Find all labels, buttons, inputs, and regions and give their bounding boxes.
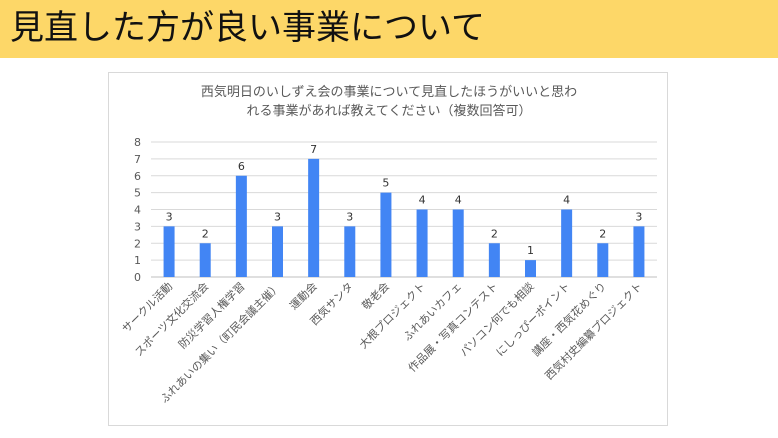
data-label: 3 xyxy=(274,210,281,223)
header-banner: 見直した方が良い事業について xyxy=(0,0,778,58)
data-label: 7 xyxy=(310,143,317,156)
data-label: 4 xyxy=(455,194,462,207)
bar[interactable] xyxy=(633,226,645,277)
data-label: 3 xyxy=(635,210,642,223)
data-label: 6 xyxy=(238,160,245,173)
bar[interactable] xyxy=(597,243,609,277)
bar[interactable] xyxy=(272,226,283,277)
y-tick-label: 2 xyxy=(134,237,141,250)
bar[interactable] xyxy=(452,209,464,278)
bar[interactable] xyxy=(488,243,500,277)
data-label: 1 xyxy=(527,244,534,257)
y-tick-label: 5 xyxy=(134,187,141,200)
bar[interactable] xyxy=(525,260,536,277)
bar[interactable] xyxy=(163,226,175,277)
x-tick-label: 防災学習人権学習 xyxy=(175,279,247,351)
data-label: 2 xyxy=(491,227,498,240)
y-tick-label: 4 xyxy=(134,204,141,217)
bar[interactable] xyxy=(344,226,356,277)
chart-title-line-1: 西気明日のいしずえ会の事業について見直したほうがいいと思わ xyxy=(200,85,578,100)
y-tick-label: 7 xyxy=(134,153,141,166)
data-label: 3 xyxy=(346,210,353,223)
data-label: 4 xyxy=(419,194,426,207)
bar[interactable] xyxy=(308,158,320,277)
x-tick-label: 運動会 xyxy=(287,279,320,312)
data-label: 4 xyxy=(563,194,570,207)
bar[interactable] xyxy=(235,175,247,277)
page-title: 見直した方が良い事業について xyxy=(10,8,485,48)
data-label: 2 xyxy=(202,227,209,240)
data-label: 2 xyxy=(599,227,606,240)
y-tick-label: 6 xyxy=(134,170,141,183)
x-tick-label: 敬老会 xyxy=(360,280,393,313)
bar[interactable] xyxy=(416,209,428,278)
y-tick-label: 1 xyxy=(134,254,141,267)
bar[interactable] xyxy=(561,209,573,278)
bar[interactable] xyxy=(199,243,211,277)
chart-frame: 西気明日のいしずえ会の事業について見直したほうがいいと思わ れる事業があれば教え… xyxy=(108,72,668,426)
bar[interactable] xyxy=(380,192,392,277)
y-tick-label: 0 xyxy=(134,271,141,284)
data-label: 3 xyxy=(166,210,173,223)
chart-title: 西気明日のいしずえ会の事業について見直したほうがいいと思わ れる事業があれば教え… xyxy=(109,83,669,121)
data-label: 5 xyxy=(382,177,389,190)
chart-title-line-2: れる事業があれば教えてください（複数回答可） xyxy=(246,104,532,119)
x-tick-label: 大根プロジェクト xyxy=(356,279,428,351)
y-tick-label: 3 xyxy=(134,220,141,233)
y-tick-label: 8 xyxy=(134,136,141,149)
